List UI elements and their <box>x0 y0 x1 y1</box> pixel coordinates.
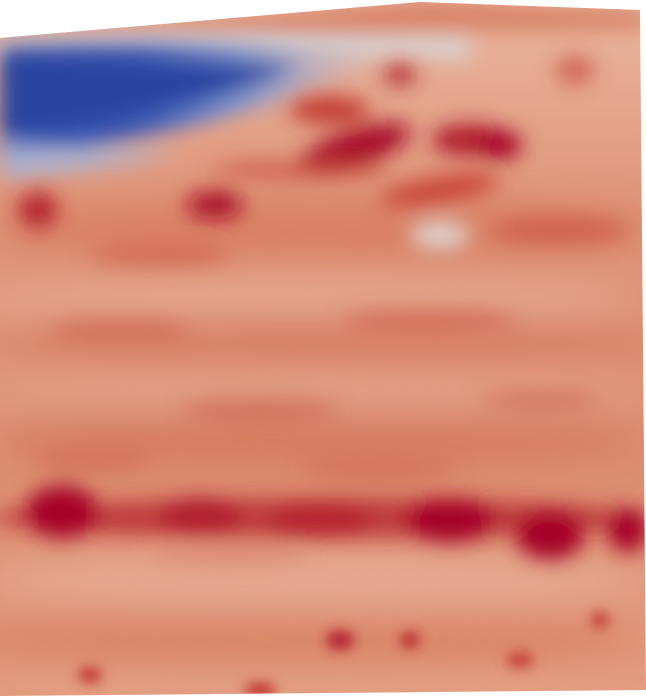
upper-hot-swirls <box>18 56 630 267</box>
lower-hot-band <box>0 486 646 565</box>
cold-region <box>0 44 400 180</box>
middle-streaks <box>30 310 600 480</box>
